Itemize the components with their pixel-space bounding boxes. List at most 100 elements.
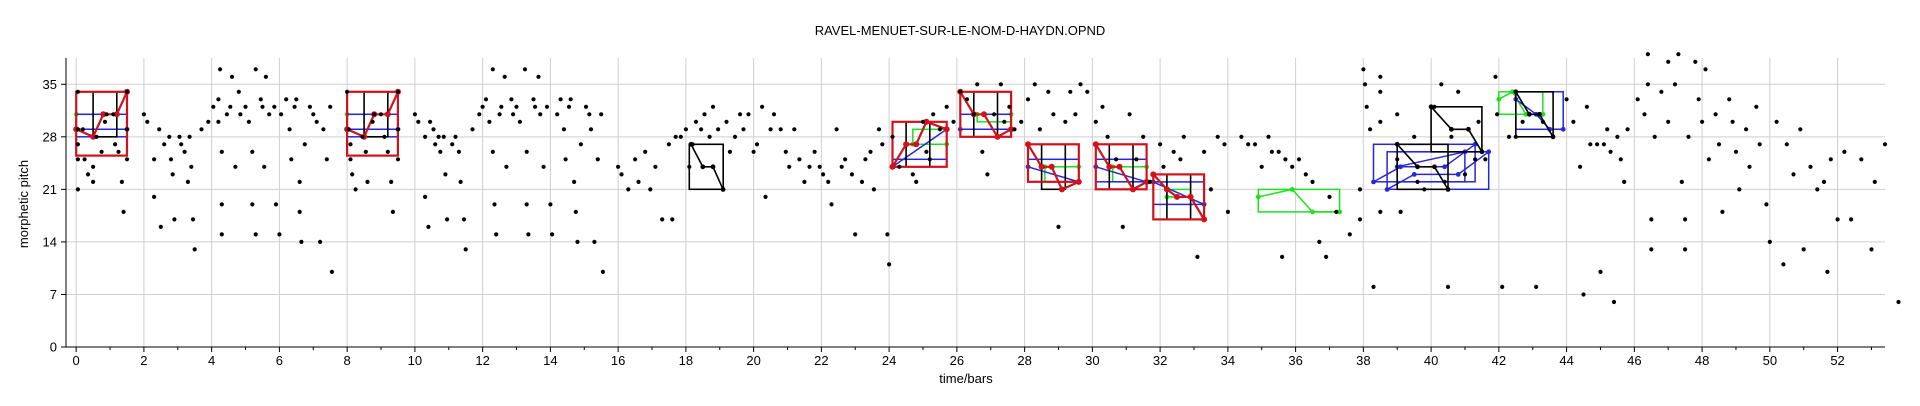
note-point	[1672, 82, 1678, 87]
note-point	[937, 127, 943, 132]
note-point	[104, 112, 109, 117]
x-tick-label: 32	[1153, 353, 1167, 368]
note-point	[1280, 254, 1285, 259]
note-point	[1703, 67, 1708, 72]
note-point	[124, 157, 130, 162]
note-point	[279, 112, 284, 117]
note-point	[787, 164, 792, 169]
note-point	[91, 164, 96, 169]
note-point	[219, 202, 224, 207]
note-point	[1784, 142, 1789, 147]
blue-pattern-point	[1411, 172, 1417, 177]
green-pattern-point	[1540, 111, 1546, 117]
red-pattern-point	[1163, 186, 1170, 193]
note-point	[311, 112, 316, 117]
note-point	[1466, 127, 1471, 132]
note-point	[1073, 112, 1078, 117]
note-point	[931, 112, 936, 117]
note-point	[683, 127, 689, 132]
note-point	[1439, 82, 1444, 87]
note-point	[1645, 52, 1650, 57]
note-point	[94, 134, 99, 139]
note-point	[980, 149, 985, 154]
note-point	[1259, 164, 1264, 169]
note-point	[1445, 284, 1451, 289]
note-point	[741, 127, 746, 132]
note-point	[113, 142, 118, 147]
red-pattern-point	[113, 111, 120, 118]
note-point	[897, 164, 902, 169]
note-point	[1100, 104, 1105, 109]
note-point	[1601, 142, 1606, 147]
note-point	[578, 142, 584, 147]
note-point	[262, 164, 267, 169]
note-point	[1105, 134, 1110, 139]
y-tick-label: 7	[50, 287, 57, 302]
note-point	[1378, 89, 1383, 94]
note-point	[1896, 299, 1901, 305]
note-point	[1571, 119, 1576, 124]
black-pattern-point	[1428, 104, 1434, 110]
blue-pattern-line	[1027, 166, 1080, 183]
note-point	[1815, 187, 1820, 192]
note-point	[458, 179, 463, 184]
note-point	[648, 187, 653, 192]
note-point	[687, 164, 692, 169]
note-point	[346, 127, 351, 132]
x-tick-label: 12	[475, 353, 489, 368]
note-point	[1252, 142, 1258, 147]
note-point	[1781, 262, 1786, 267]
x-tick-label: 8	[344, 353, 351, 368]
note-point	[348, 142, 353, 147]
note-point	[385, 149, 390, 154]
note-point	[1608, 149, 1613, 154]
note-point	[1456, 89, 1461, 94]
note-point	[170, 172, 175, 177]
note-point	[754, 142, 760, 147]
note-point	[693, 119, 699, 124]
red-pattern-point	[1150, 171, 1157, 178]
note-point	[1473, 157, 1478, 162]
note-point	[1134, 157, 1139, 162]
black-pattern-point	[700, 164, 706, 170]
note-point	[297, 209, 302, 214]
note-point	[211, 104, 216, 109]
green-pattern-box	[1257, 188, 1341, 213]
note-point	[1202, 149, 1207, 154]
note-point	[1659, 89, 1664, 94]
x-tick-label: 10	[408, 353, 422, 368]
note-point	[162, 142, 167, 147]
x-tick-label: 16	[611, 353, 625, 368]
note-point	[1068, 89, 1073, 94]
note-point	[1114, 157, 1119, 162]
note-point	[453, 134, 458, 139]
note-point	[1422, 187, 1427, 192]
note-point	[370, 119, 375, 124]
note-point	[91, 179, 96, 184]
note-point	[760, 104, 765, 109]
note-point	[1835, 217, 1840, 222]
note-point	[328, 104, 333, 109]
note-point	[228, 104, 233, 109]
x-tick-label: 30	[1085, 353, 1099, 368]
note-point	[1324, 254, 1329, 259]
black-pattern-point	[1445, 187, 1451, 192]
red-pattern-point	[1201, 216, 1208, 223]
black-pattern-point	[1537, 111, 1542, 117]
note-point	[699, 127, 704, 132]
note-point	[152, 157, 157, 162]
note-point	[416, 119, 421, 124]
note-point	[187, 134, 192, 139]
note-point	[1540, 119, 1545, 124]
note-point	[1483, 157, 1488, 162]
red-pattern-point	[384, 111, 391, 118]
note-point	[1266, 134, 1271, 139]
y-tick-label: 14	[43, 234, 57, 249]
note-point	[887, 262, 892, 267]
note-point	[329, 269, 334, 274]
note-point	[348, 157, 353, 162]
note-point	[927, 157, 932, 162]
note-point	[428, 119, 433, 124]
black-pattern-point	[710, 164, 716, 170]
note-point	[1500, 284, 1505, 289]
